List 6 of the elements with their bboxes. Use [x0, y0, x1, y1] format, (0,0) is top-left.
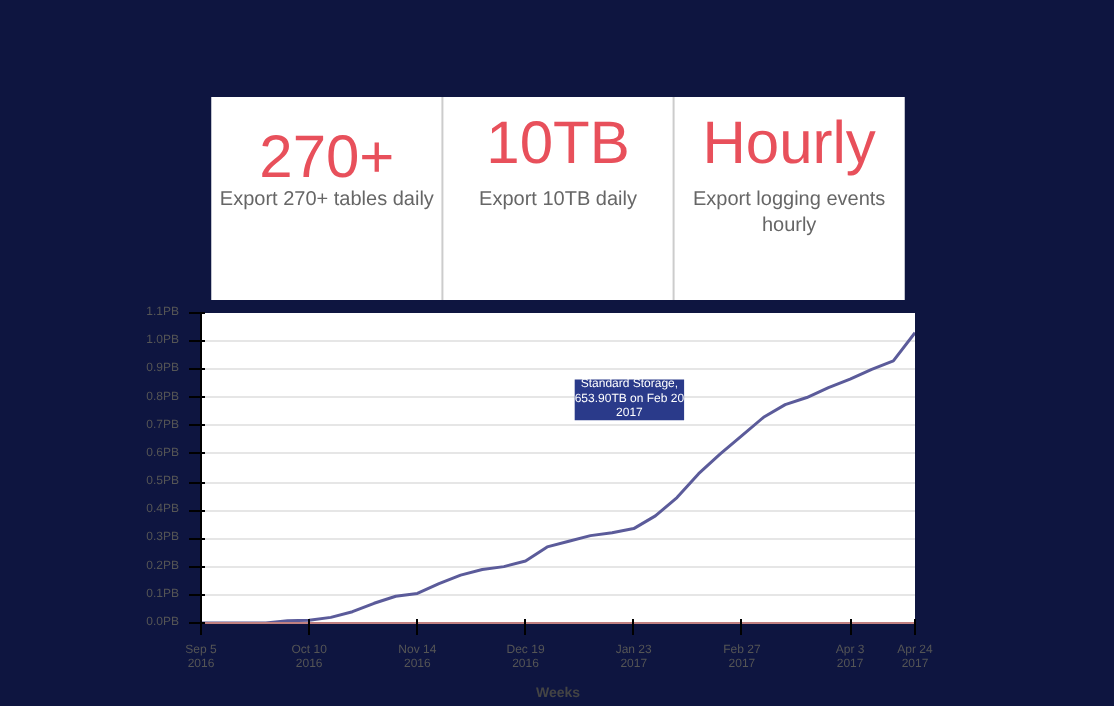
text: 10TB: [486, 111, 630, 177]
text: Export 10TB daily: [479, 189, 637, 211]
text: 270+: [259, 125, 395, 191]
text: Export logging events hourly: [692, 189, 886, 238]
text: Export 270+ tables daily: [219, 189, 434, 211]
text: Hourly: [702, 111, 876, 177]
